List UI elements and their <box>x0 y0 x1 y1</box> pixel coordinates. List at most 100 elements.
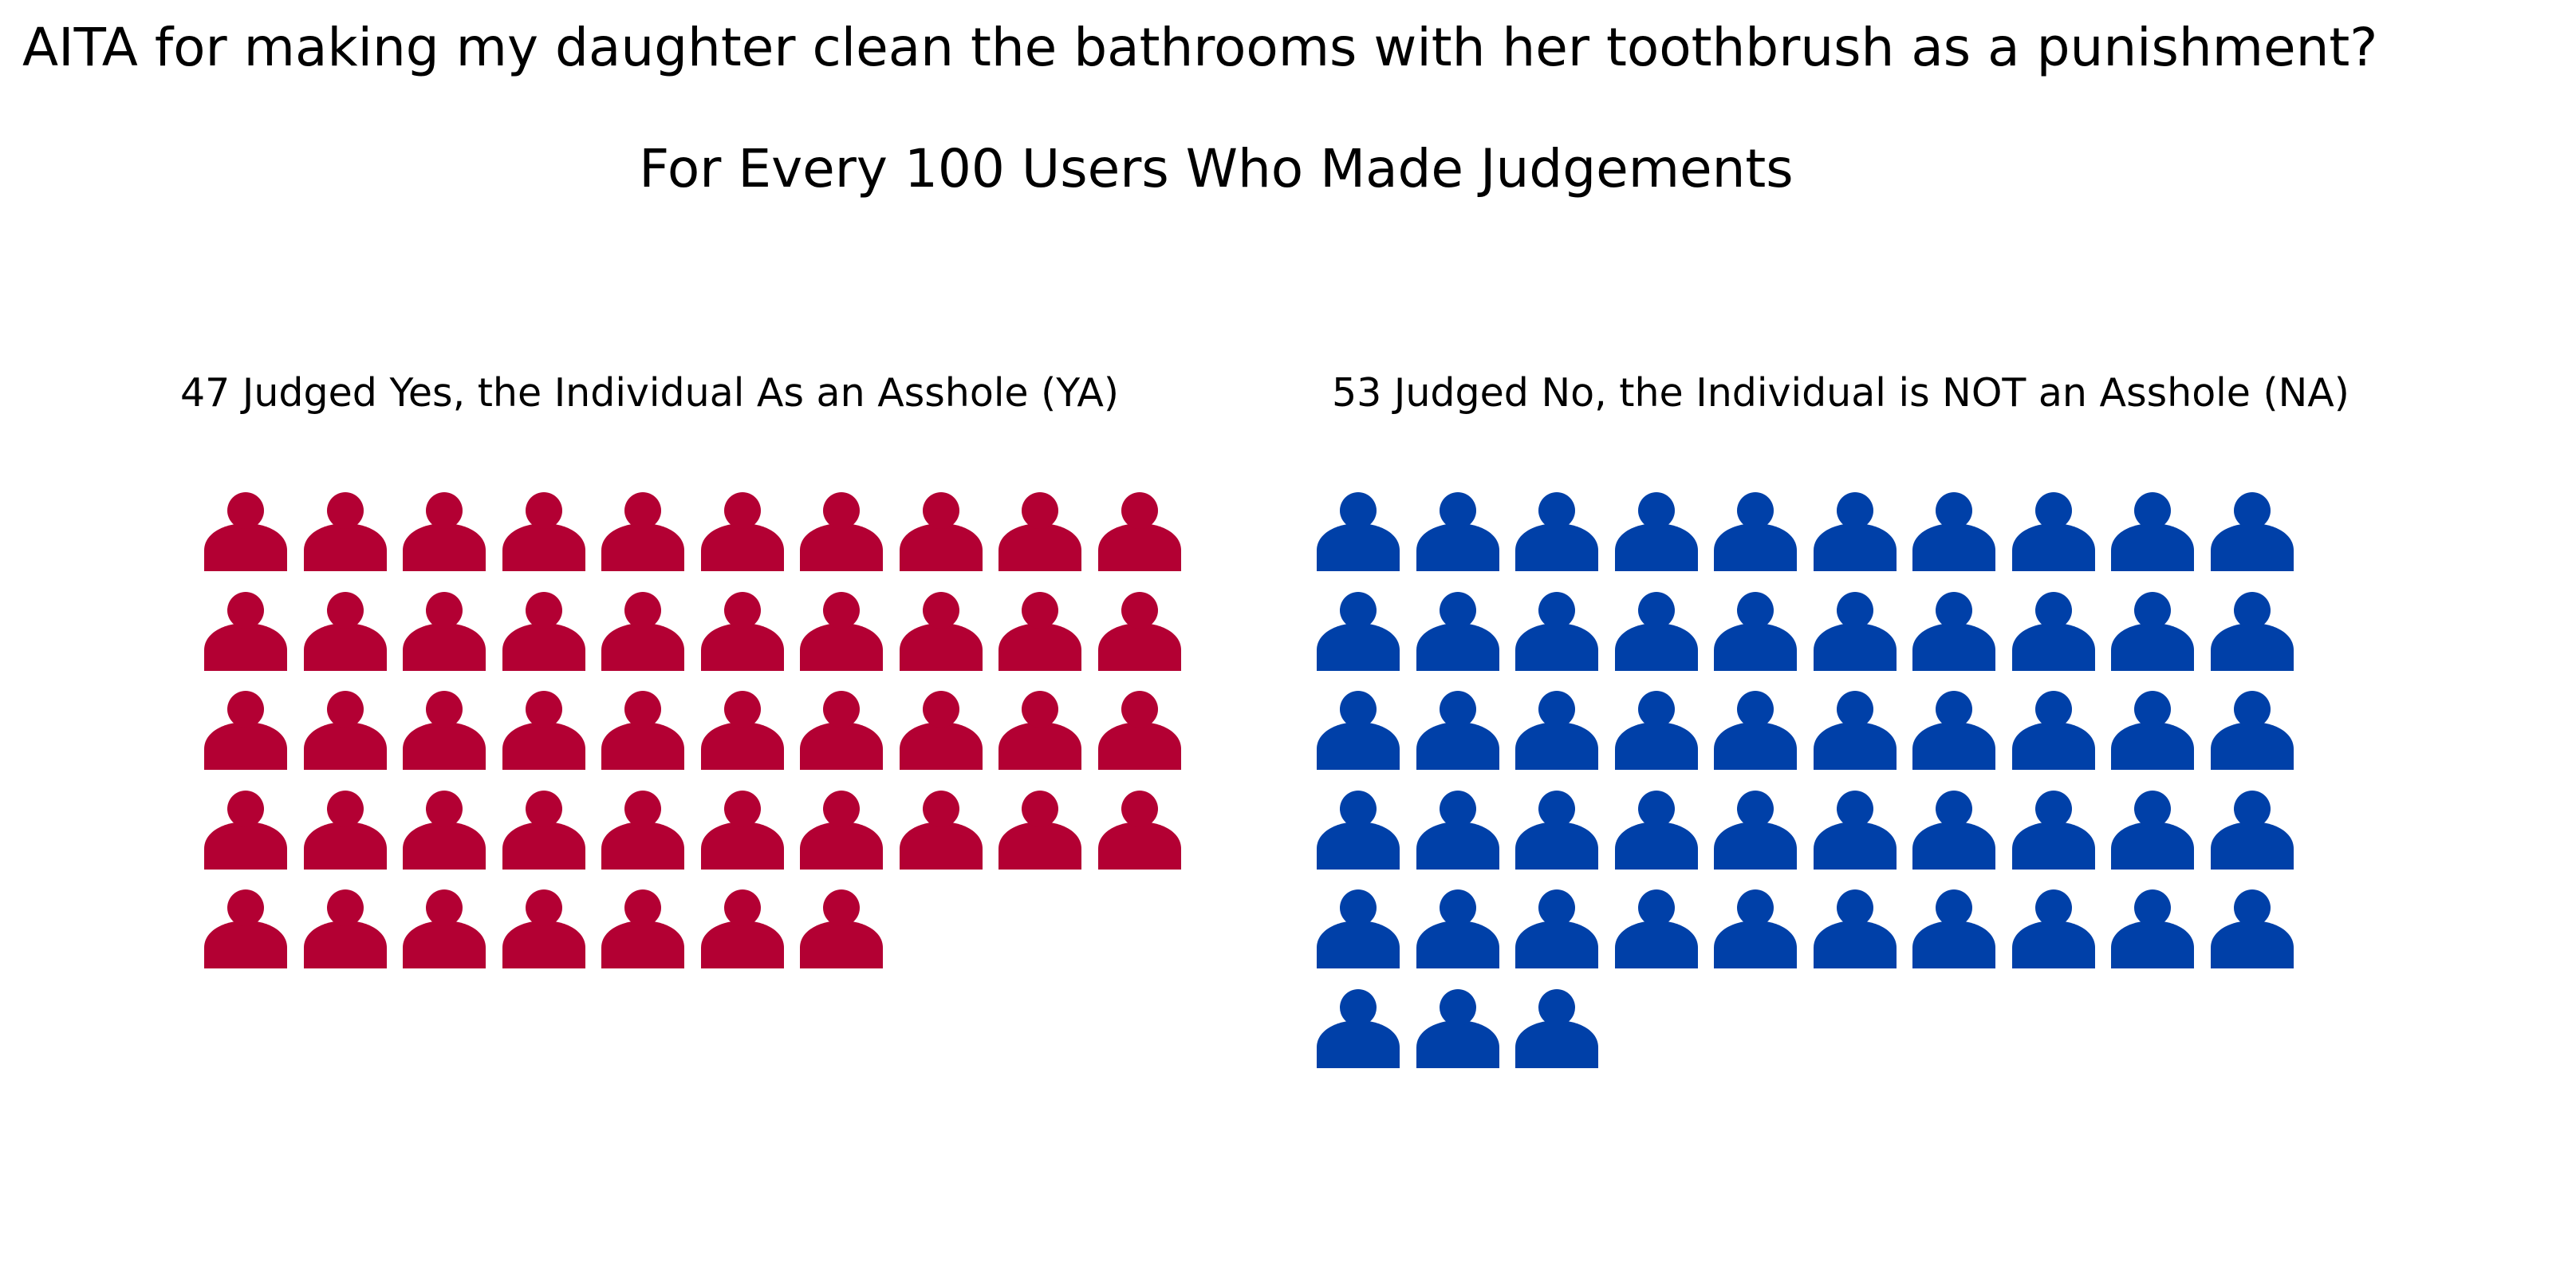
person-icon <box>700 491 784 571</box>
person-icon <box>1813 591 1897 671</box>
person-icon <box>2111 591 2194 671</box>
person-icon <box>700 790 784 870</box>
person-icon <box>2011 591 2095 671</box>
person-icon <box>1097 790 1181 870</box>
person-icon <box>1614 790 1698 870</box>
person-icon <box>1515 988 1598 1068</box>
person-icon <box>303 790 387 870</box>
person-icon <box>502 690 585 770</box>
person-icon <box>2011 889 2095 968</box>
person-icon <box>1912 790 1995 870</box>
chart-subtitle: For Every 100 Users Who Made Judgements <box>639 138 1794 199</box>
person-icon <box>403 690 486 770</box>
person-icon <box>1317 690 1400 770</box>
person-icon <box>2111 491 2194 571</box>
person-icon <box>1614 491 1698 571</box>
person-icon <box>1912 491 1995 571</box>
person-icon <box>899 591 983 671</box>
person-icon <box>1714 790 1797 870</box>
person-icon <box>2011 790 2095 870</box>
person-icon <box>2210 889 2294 968</box>
person-icon <box>403 591 486 671</box>
person-icon <box>899 491 983 571</box>
person-icon <box>1515 690 1598 770</box>
person-icon <box>601 889 684 968</box>
person-icon <box>403 889 486 968</box>
person-icon <box>998 491 1081 571</box>
person-icon <box>1317 889 1400 968</box>
person-icon <box>1317 988 1400 1068</box>
person-icon <box>2111 889 2194 968</box>
person-icon <box>2210 491 2294 571</box>
person-icon <box>502 790 585 870</box>
person-icon <box>800 690 883 770</box>
person-icon <box>1515 491 1598 571</box>
person-icon <box>1317 790 1400 870</box>
person-icon <box>2111 790 2194 870</box>
person-icon <box>502 889 585 968</box>
person-icon <box>1813 790 1897 870</box>
person-icon <box>1317 591 1400 671</box>
person-icon <box>1714 889 1797 968</box>
person-icon <box>800 889 883 968</box>
person-icon <box>204 690 287 770</box>
person-icon <box>1813 690 1897 770</box>
ya-icon-grid <box>204 491 1197 988</box>
person-icon <box>1614 591 1698 671</box>
person-icon <box>899 790 983 870</box>
person-icon <box>601 491 684 571</box>
person-icon <box>204 591 287 671</box>
person-icon <box>204 790 287 870</box>
person-icon <box>1416 690 1499 770</box>
person-icon <box>1097 491 1181 571</box>
na-label: 53 Judged No, the Individual is NOT an A… <box>1332 370 2350 416</box>
person-icon <box>1714 690 1797 770</box>
person-icon <box>1813 889 1897 968</box>
person-icon <box>1416 491 1499 571</box>
person-icon <box>502 591 585 671</box>
person-icon <box>2111 690 2194 770</box>
person-icon <box>2011 690 2095 770</box>
person-icon <box>700 690 784 770</box>
person-icon <box>601 790 684 870</box>
person-icon <box>998 690 1081 770</box>
person-icon <box>800 491 883 571</box>
person-icon <box>1097 591 1181 671</box>
person-icon <box>800 591 883 671</box>
person-icon <box>2011 491 2095 571</box>
person-icon <box>303 491 387 571</box>
person-icon <box>1614 690 1698 770</box>
person-icon <box>1515 889 1598 968</box>
person-icon <box>2210 591 2294 671</box>
person-icon <box>700 591 784 671</box>
person-icon <box>1416 988 1499 1068</box>
person-icon <box>1416 591 1499 671</box>
person-icon <box>204 889 287 968</box>
ya-panel: 47 Judged Yes, the Individual As an Assh… <box>177 365 1181 988</box>
person-icon <box>700 889 784 968</box>
person-icon <box>1317 491 1400 571</box>
person-icon <box>1912 889 1995 968</box>
person-icon <box>1515 790 1598 870</box>
ya-label: 47 Judged Yes, the Individual As an Assh… <box>180 370 1120 416</box>
person-icon <box>800 790 883 870</box>
person-icon <box>998 790 1081 870</box>
person-icon <box>1714 491 1797 571</box>
person-icon <box>2210 790 2294 870</box>
person-icon <box>502 491 585 571</box>
person-icon <box>899 690 983 770</box>
person-icon <box>1097 690 1181 770</box>
chart-title: AITA for making my daughter clean the ba… <box>22 17 2378 78</box>
person-icon <box>1416 889 1499 968</box>
na-icon-grid <box>1317 491 2310 1087</box>
person-icon <box>1714 591 1797 671</box>
person-icon <box>601 591 684 671</box>
person-icon <box>1912 591 1995 671</box>
person-icon <box>204 491 287 571</box>
person-icon <box>1416 790 1499 870</box>
person-icon <box>998 591 1081 671</box>
person-icon <box>403 790 486 870</box>
person-icon <box>1515 591 1598 671</box>
person-icon <box>303 690 387 770</box>
person-icon <box>2210 690 2294 770</box>
